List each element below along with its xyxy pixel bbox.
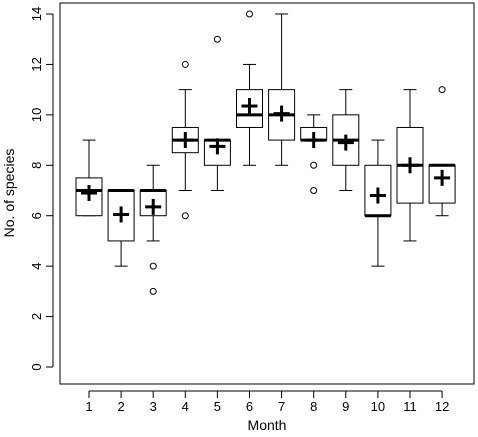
- box-month-10: [364, 139, 392, 267]
- outlier-point: [181, 60, 189, 68]
- box-month-5: [203, 35, 231, 191]
- outlier-point: [310, 161, 318, 169]
- y-tick-label: 8: [29, 162, 44, 169]
- box-month-12: [428, 86, 456, 217]
- box-month-7: [268, 13, 296, 166]
- box-month-9: [332, 89, 360, 191]
- box-month-3: [139, 164, 167, 295]
- box-series: [75, 10, 456, 295]
- box-month-8: [300, 114, 328, 194]
- x-tick-label: 8: [310, 399, 317, 414]
- x-tick-label: 4: [182, 399, 189, 414]
- x-axis: 1 2 3 4 5 6 7 8 9 10 11 12: [85, 390, 449, 414]
- outlier-point: [246, 10, 253, 18]
- y-tick-label: 6: [29, 212, 44, 219]
- box-iqr: [75, 177, 103, 217]
- x-tick-label: 10: [371, 399, 385, 414]
- x-tick-label: 5: [214, 399, 221, 414]
- y-axis-label: No. of species: [1, 149, 17, 238]
- outlier-point: [438, 86, 446, 94]
- x-tick-label: 7: [278, 399, 285, 414]
- x-tick-label: 1: [85, 399, 92, 414]
- y-tick-label: 12: [29, 57, 44, 71]
- x-tick-label: 6: [246, 399, 253, 414]
- x-tick-label: 2: [117, 399, 124, 414]
- x-tick-label: 3: [150, 399, 157, 414]
- y-tick-label: 2: [29, 313, 44, 320]
- outlier-point: [213, 35, 221, 43]
- y-tick-label: 4: [29, 263, 44, 270]
- box-month-1: [75, 139, 103, 217]
- x-tick-label: 12: [435, 399, 449, 414]
- outlier-point: [181, 212, 189, 220]
- y-tick-label: 10: [29, 108, 44, 122]
- y-tick-label: 14: [29, 7, 44, 21]
- y-axis: 0 2 4 6 8 10 12 14: [29, 7, 54, 371]
- box-month-4: [171, 60, 199, 220]
- x-axis-label: Month: [248, 417, 287, 432]
- box-month-2: [107, 189, 135, 267]
- outlier-point: [149, 287, 157, 295]
- outlier-point: [149, 262, 157, 270]
- box-month-6: [236, 10, 263, 166]
- plot-frame: [59, 2, 475, 385]
- y-tick-label: 0: [29, 363, 44, 370]
- outlier-point: [310, 187, 318, 194]
- x-tick-label: 9: [342, 399, 349, 414]
- x-tick-label: 11: [403, 399, 417, 414]
- box-month-11: [396, 89, 424, 242]
